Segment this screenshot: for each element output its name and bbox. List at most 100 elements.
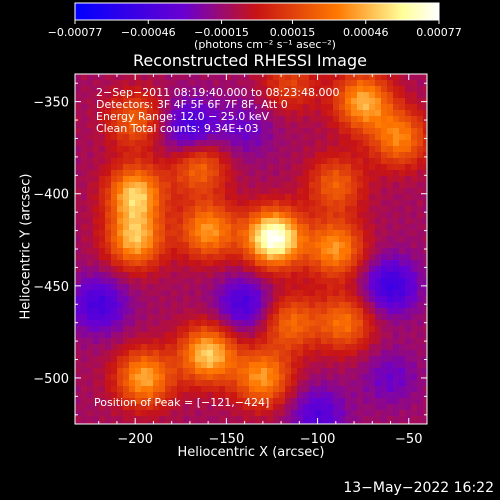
heatmap-cell [411,338,417,344]
heatmap-cell [411,350,417,356]
heatmap-cell [135,278,141,284]
heatmap-cell [189,176,195,182]
heatmap-cell [375,326,381,332]
heatmap-cell [171,212,177,218]
heatmap-cell [357,176,363,182]
heatmap-cell [303,338,309,344]
heatmap-cell [309,92,315,98]
heatmap-cell [273,326,279,332]
heatmap-cell [297,92,303,98]
heatmap-cell [153,158,159,164]
heatmap-cell [261,332,267,338]
heatmap-cell [399,260,405,266]
heatmap-cell [147,296,153,302]
heatmap-cell [297,290,303,296]
heatmap-cell [183,248,189,254]
heatmap-cell [207,350,213,356]
heatmap-cell [147,404,153,410]
x-tick-label: −150 [209,432,245,447]
heatmap-cell [237,200,243,206]
heatmap-cell [213,416,219,422]
heatmap-cell [387,260,393,266]
heatmap-cell [357,86,363,92]
heatmap-cell [141,134,147,140]
heatmap-cell [111,98,117,104]
heatmap-cell [273,314,279,320]
heatmap-cell [393,236,399,242]
heatmap-cell [333,362,339,368]
heatmap-cell [195,398,201,404]
heatmap-cell [219,164,225,170]
heatmap-cell [201,152,207,158]
heatmap-cell [195,326,201,332]
heatmap-cell [177,104,183,110]
heatmap-cell [381,260,387,266]
heatmap-cell [399,110,405,116]
heatmap-cell [255,368,261,374]
heatmap-cell [375,164,381,170]
heatmap-cell [195,128,201,134]
heatmap-cell [141,158,147,164]
heatmap-cell [183,92,189,98]
heatmap-cell [225,368,231,374]
heatmap-cell [249,128,255,134]
heatmap-cell [339,74,345,80]
heatmap-cell [267,170,273,176]
heatmap-cell [279,188,285,194]
heatmap-cell [351,416,357,422]
heatmap-cell [159,152,165,158]
heatmap-cell [381,332,387,338]
heatmap-cell [123,416,129,422]
heatmap-cell [273,284,279,290]
heatmap-cell [147,152,153,158]
heatmap-cell [183,242,189,248]
heatmap-cell [309,410,315,416]
heatmap-cell [111,266,117,272]
heatmap-cell [321,128,327,134]
heatmap-cell [303,398,309,404]
heatmap-cell [255,248,261,254]
heatmap-cell [123,146,129,152]
heatmap-cell [261,116,267,122]
heatmap-cell [225,158,231,164]
heatmap-cell [297,416,303,422]
heatmap-cell [141,278,147,284]
heatmap-cell [87,398,93,404]
heatmap-cell [417,362,423,368]
heatmap-cell [123,392,129,398]
heatmap-cell [405,392,411,398]
heatmap-cell [249,116,255,122]
heatmap-cell [117,224,123,230]
heatmap-cell [315,170,321,176]
heatmap-cell [369,374,375,380]
heatmap-cell [279,374,285,380]
heatmap-cell [393,128,399,134]
heatmap-cell [237,164,243,170]
heatmap-cell [309,218,315,224]
heatmap-cell [387,86,393,92]
heatmap-cell [81,146,87,152]
heatmap-cell [135,284,141,290]
heatmap-cell [225,356,231,362]
heatmap-cell [393,224,399,230]
heatmap-cell [147,272,153,278]
heatmap-cell [87,122,93,128]
heatmap-cell [171,266,177,272]
heatmap-cell [159,74,165,80]
heatmap-cell [381,176,387,182]
heatmap-cell [129,134,135,140]
heatmap-cell [99,248,105,254]
x-tick-label: −200 [117,432,153,447]
heatmap-cell [147,74,153,80]
heatmap-cell [129,314,135,320]
heatmap-cell [357,308,363,314]
heatmap-cell [255,350,261,356]
heatmap-cell [273,302,279,308]
heatmap-cell [201,206,207,212]
heatmap-cell [225,146,231,152]
heatmap-cell [291,332,297,338]
heatmap-cell [87,344,93,350]
heatmap-cell [87,74,93,80]
heatmap-cell [261,134,267,140]
heatmap-cell [399,206,405,212]
